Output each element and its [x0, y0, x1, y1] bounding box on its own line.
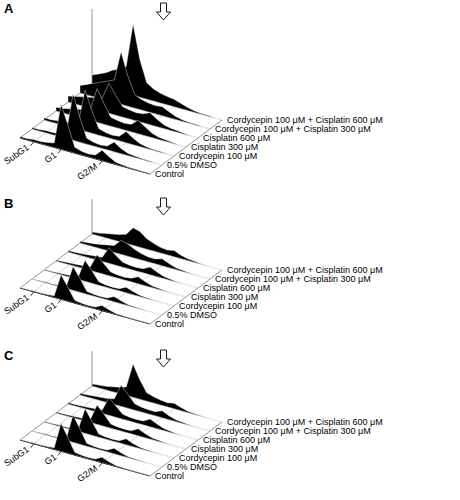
x-tick — [58, 299, 61, 303]
x-tick — [99, 311, 102, 315]
series-label: Cisplatin 600 μM — [203, 283, 270, 293]
y-axis-domain — [92, 9, 93, 84]
series-label: Cordycepin 100 μM + Cisplatin 600 μM — [227, 417, 383, 427]
figure: SubG1G1G2/MControl0.5% DMSOCordycepin 10… — [0, 0, 460, 500]
x-tick-label: SubG1 — [2, 142, 31, 166]
x-tick — [58, 451, 61, 455]
arrow — [157, 350, 171, 367]
x-tick-label: G1 — [43, 150, 59, 165]
series-label: Cordycepin 100 μM — [179, 453, 257, 463]
x-tick — [31, 444, 34, 448]
series-label: Cordycepin 100 μM — [179, 301, 257, 311]
series-label: Cisplatin 300 μM — [191, 292, 258, 302]
x-tick-label: G2/M — [75, 311, 99, 332]
x-tick — [99, 463, 102, 467]
series-label: 0.5% DMSO — [167, 160, 217, 170]
arrow — [157, 198, 171, 215]
x-tick-label: SubG1 — [2, 292, 31, 316]
panel: SubG1G1G2/MControl0.5% DMSOCordycepin 10… — [2, 196, 383, 332]
series-label: 0.5% DMSO — [167, 462, 217, 472]
series-label: 0.5% DMSO — [167, 310, 217, 320]
series-label: Control — [155, 169, 184, 179]
panel: SubG1G1G2/MControl0.5% DMSOCordycepin 10… — [2, 1, 383, 182]
series-label: Cisplatin 300 μM — [191, 444, 258, 454]
series-label: Cordycepin 100 μM + Cisplatin 600 μM — [227, 265, 383, 275]
x-tick — [99, 161, 102, 165]
x-tick-label: SubG1 — [2, 444, 31, 468]
series-label: Cordycepin 100 μM — [179, 151, 257, 161]
panel: SubG1G1G2/MControl0.5% DMSOCordycepin 10… — [2, 348, 383, 484]
x-tick-label: G1 — [43, 452, 59, 467]
x-tick — [31, 292, 34, 296]
series-label: Cordycepin 100 μM + Cisplatin 300 μM — [215, 124, 371, 134]
series-label: Cisplatin 600 μM — [203, 435, 270, 445]
histogram — [20, 104, 150, 174]
x-tick — [58, 149, 61, 153]
y-axis-domain — [92, 351, 93, 386]
y-axis-domain — [92, 199, 93, 234]
series-label: Control — [155, 319, 184, 329]
series-label: Cordycepin 100 μM + Cisplatin 300 μM — [215, 426, 371, 436]
x-tick-label: G1 — [43, 300, 59, 315]
series-label: Control — [155, 471, 184, 481]
arrow — [157, 3, 171, 20]
panel-title: B — [4, 196, 13, 211]
x-tick-label: G2/M — [75, 463, 99, 484]
panel-title: C — [4, 348, 14, 363]
series-label: Cordycepin 100 μM + Cisplatin 300 μM — [215, 274, 371, 284]
series-label: Cisplatin 300 μM — [191, 142, 258, 152]
panel-title: A — [4, 1, 14, 16]
series-label: Cisplatin 600 μM — [203, 133, 270, 143]
x-tick-label: G2/M — [75, 161, 99, 182]
series-label: Cordycepin 100 μM + Cisplatin 600 μM — [227, 115, 383, 125]
x-tick — [31, 142, 34, 146]
